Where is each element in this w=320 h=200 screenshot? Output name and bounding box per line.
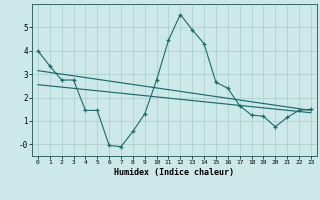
X-axis label: Humidex (Indice chaleur): Humidex (Indice chaleur) — [115, 168, 234, 177]
